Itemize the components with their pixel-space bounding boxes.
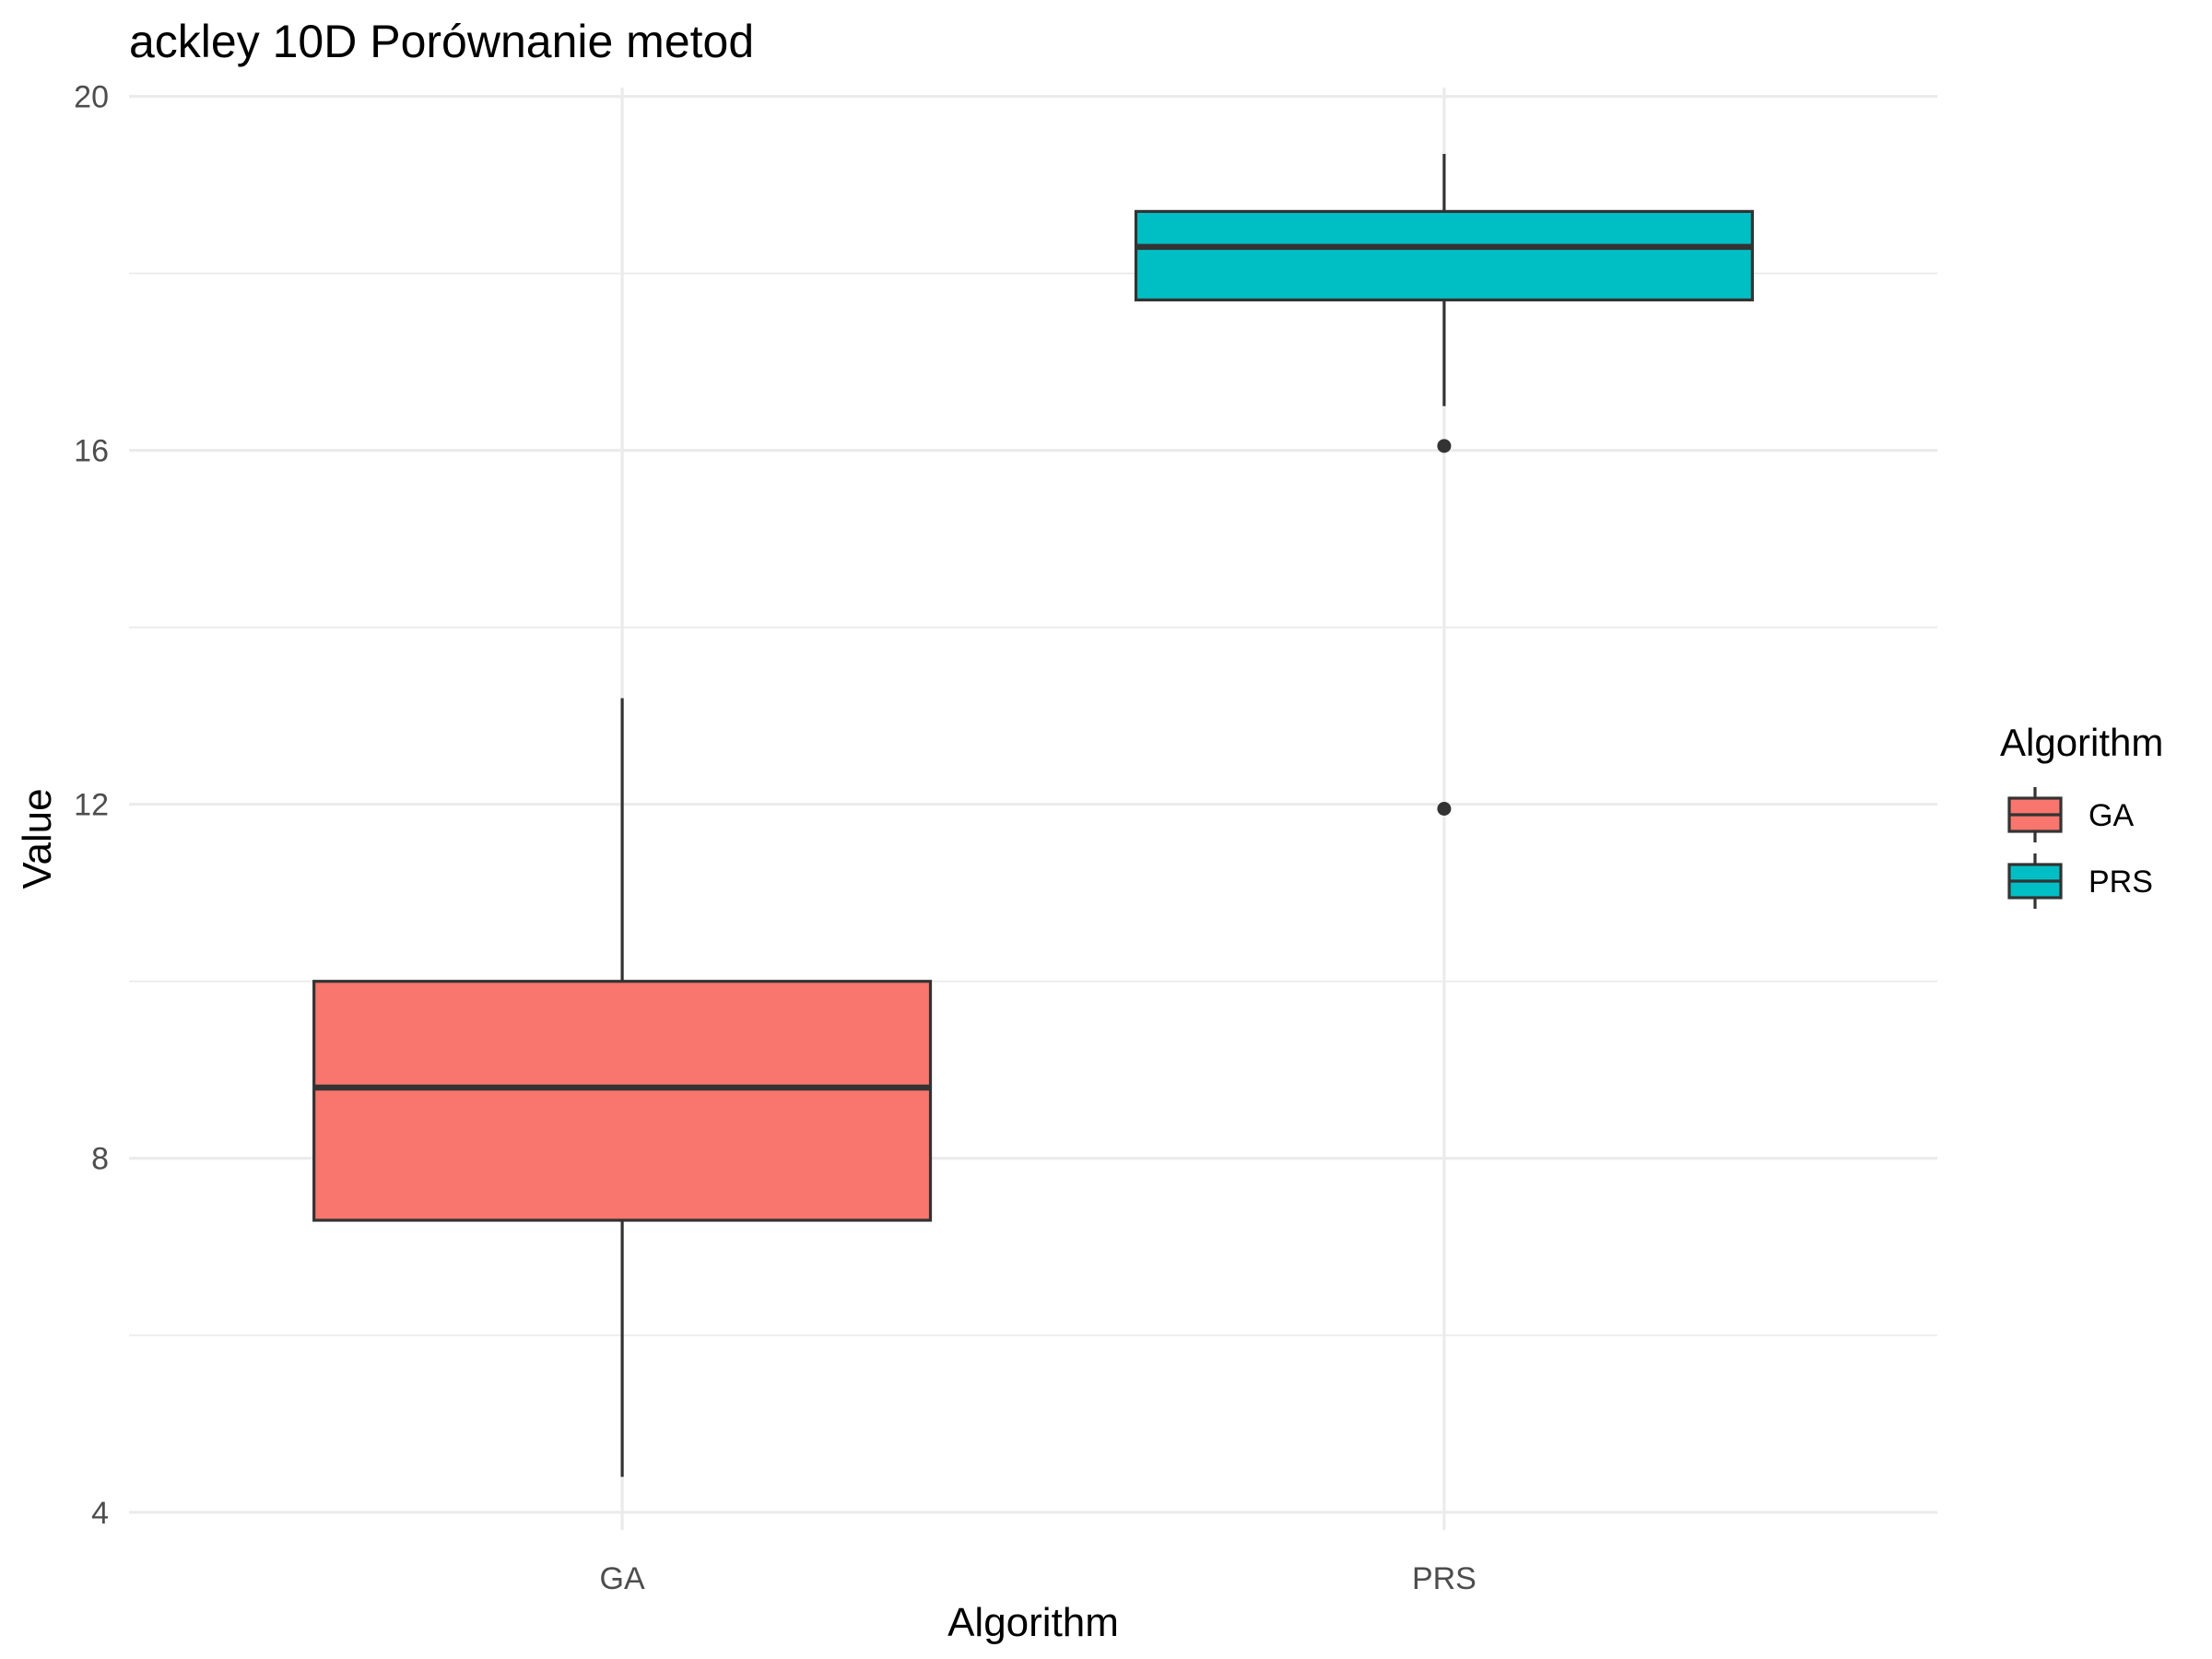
box-body [312,980,933,1222]
x-axis-ticks: GA PRS [600,1561,1477,1596]
chart-title: ackley 10D Porównanie metod [129,16,754,67]
outlier-point [1437,439,1452,453]
legend-label: GA [2088,798,2134,833]
y-tick-label: 16 [74,434,109,469]
x-tick-label: PRS [1412,1561,1477,1596]
legend-label: PRS [2088,865,2153,900]
x-tick-label: GA [600,1561,645,1596]
legend-title: Algorithm [2000,721,2163,764]
y-tick-label: 8 [91,1142,109,1177]
box-prs [1134,154,1754,816]
box-body [1134,209,1754,302]
box-ga [312,698,933,1477]
boxes [312,154,1754,1477]
legend-item-ga: GA [2007,787,2134,842]
legend-item-prs: PRS [2007,853,2153,909]
x-axis-title: Algorithm [947,1600,1119,1645]
y-tick-label: 20 [74,80,109,115]
y-tick-label: 4 [91,1496,109,1531]
y-tick-label: 12 [74,788,109,823]
y-axis-ticks: 4 8 12 16 20 [74,80,109,1531]
outlier-point [1437,802,1452,816]
grid [129,88,1937,1530]
legend: Algorithm GA PRS [2000,721,2163,909]
y-axis-title: Value [15,788,60,888]
